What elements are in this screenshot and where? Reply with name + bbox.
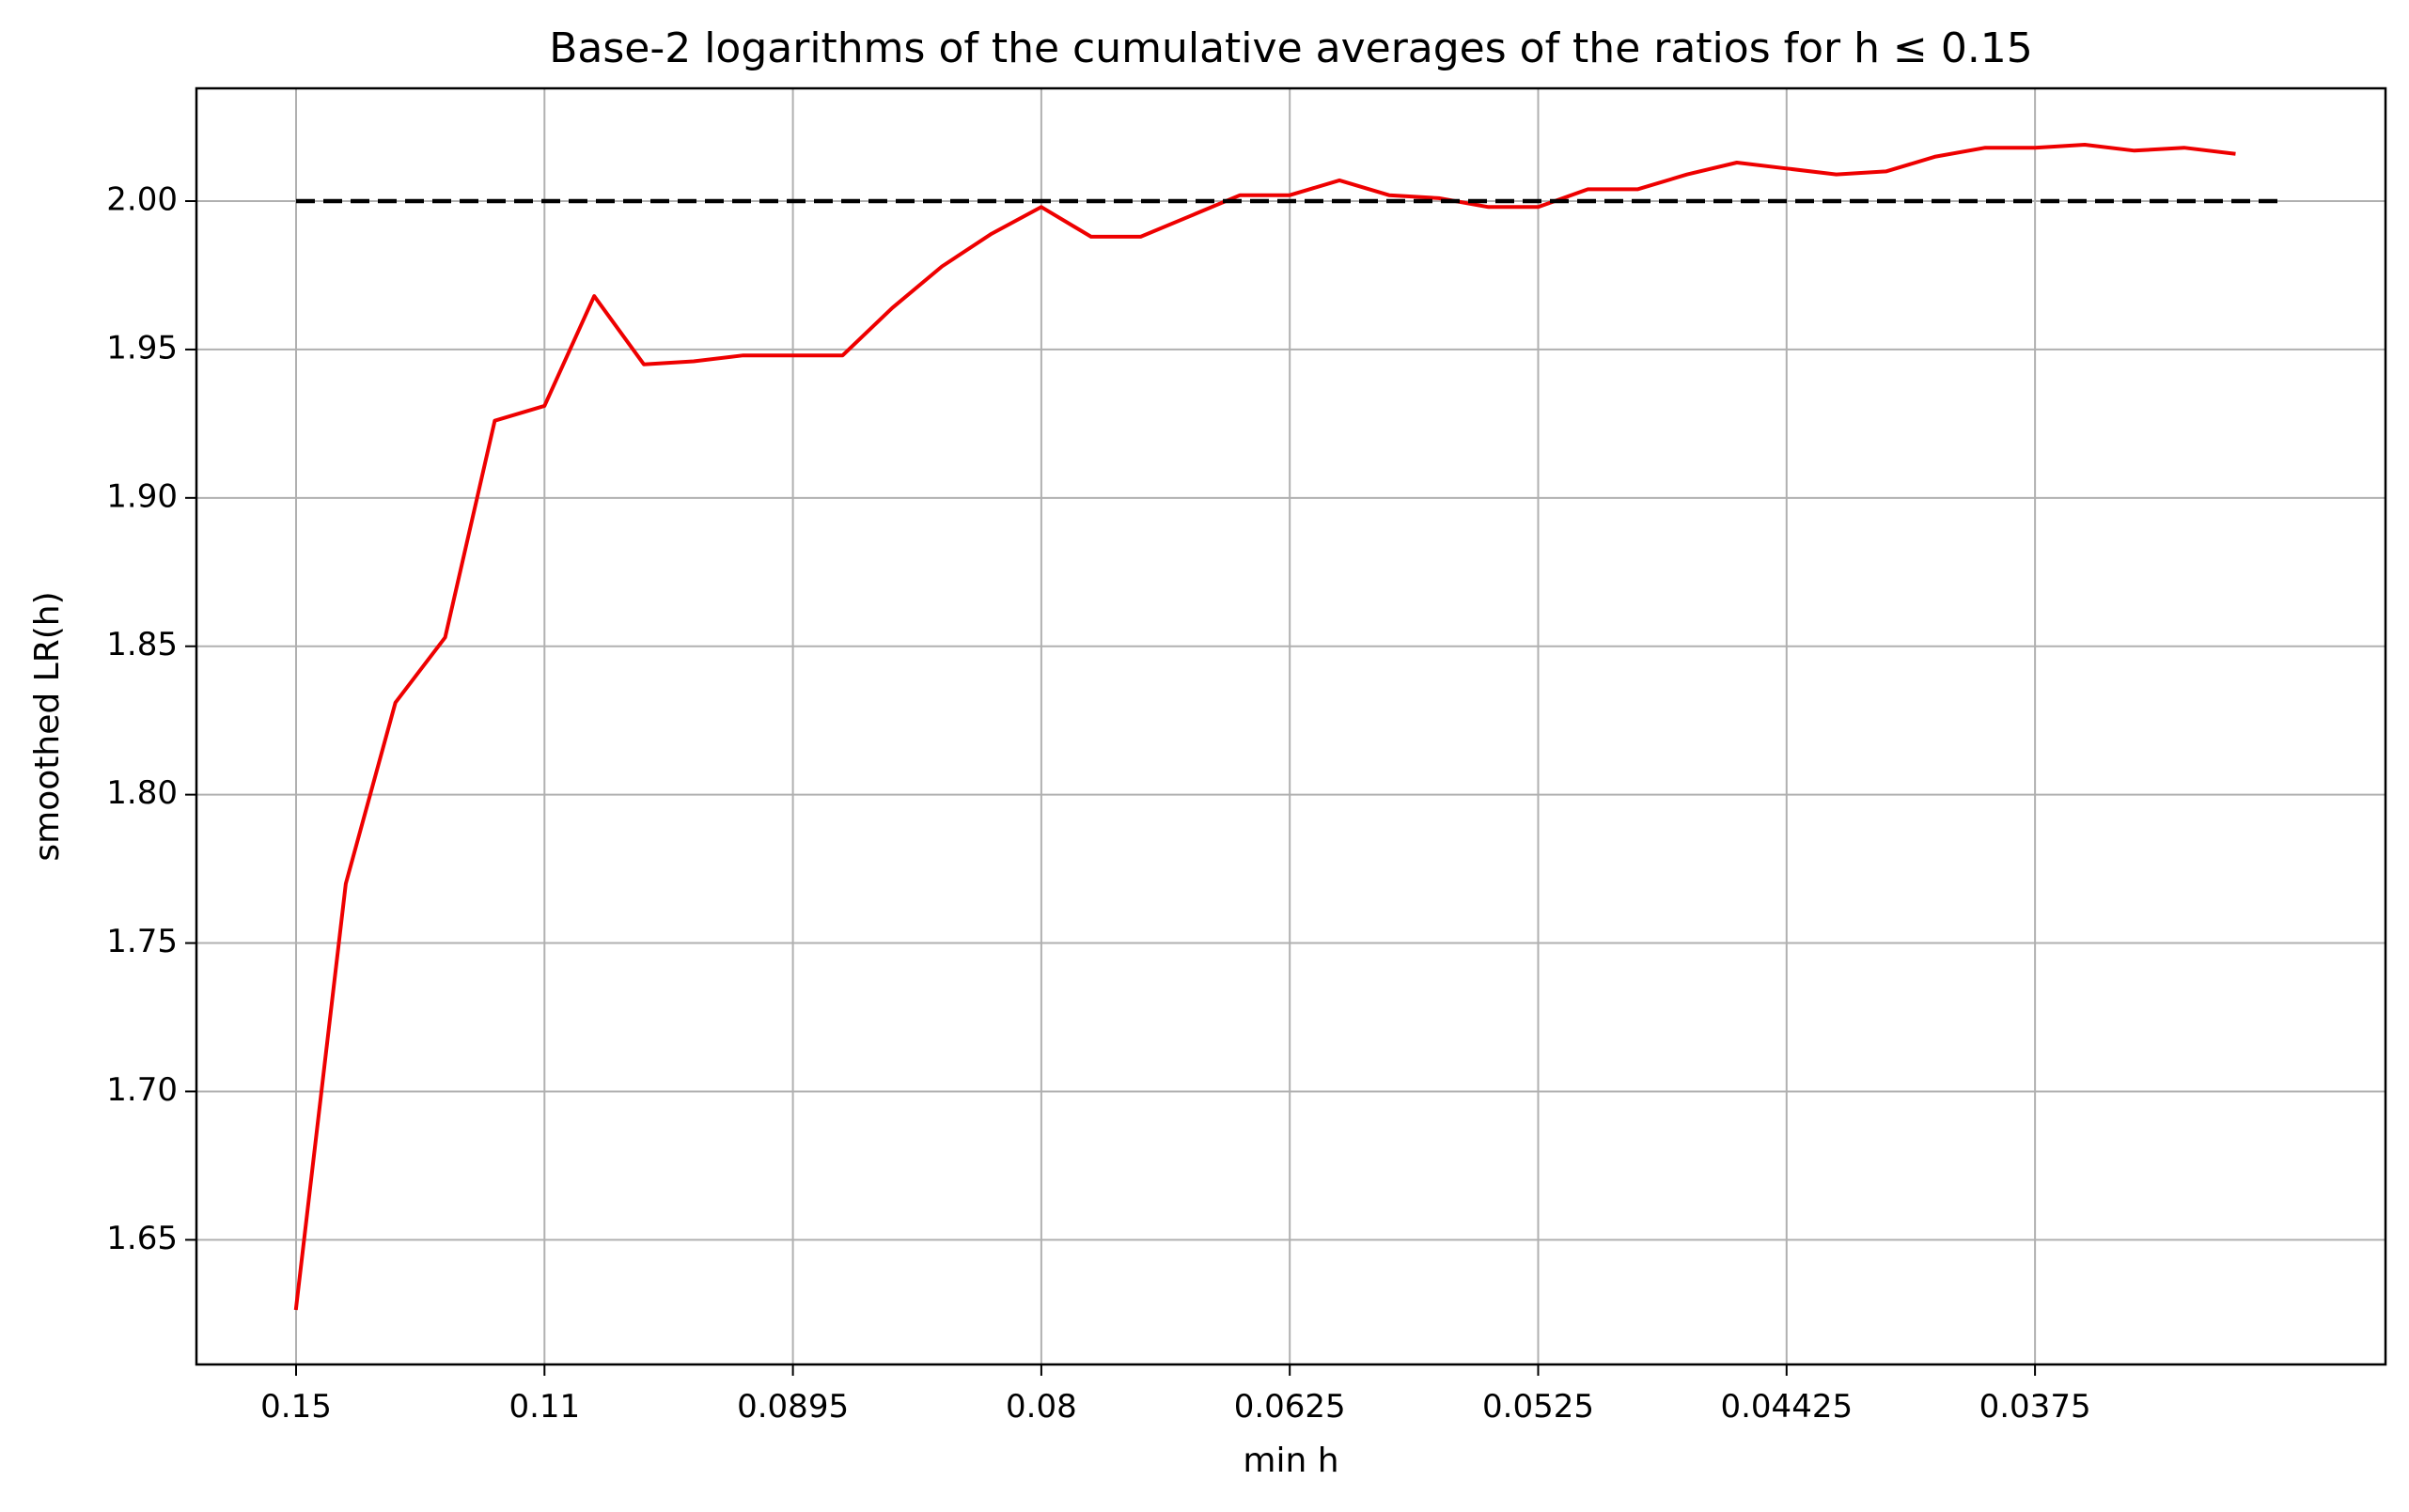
x-tick-label: 0.08 xyxy=(1006,1388,1077,1426)
x-tick-label: 0.11 xyxy=(508,1388,580,1426)
x-tick-label: 0.0895 xyxy=(737,1388,849,1426)
y-tick-label: 1.95 xyxy=(106,329,178,366)
x-axis-label: min h xyxy=(1243,1442,1338,1480)
plot-frame xyxy=(195,86,2387,1366)
series-lines xyxy=(293,143,2279,1311)
y-axis-label: smoothed LR(h) xyxy=(28,591,67,861)
y-tick-label: 1.85 xyxy=(106,626,178,663)
x-tick-label: 0.0625 xyxy=(1234,1388,1346,1426)
y-tick-label: 2.00 xyxy=(106,181,178,219)
y-tick-label: 1.70 xyxy=(106,1071,178,1109)
smoothed-lr-series-line xyxy=(293,143,2236,1311)
y-tick-label: 1.80 xyxy=(106,774,178,812)
chart-title: Base-2 logarithms of the cumulative aver… xyxy=(549,24,2033,72)
x-tick-label: 0.0375 xyxy=(1979,1388,2091,1426)
y-tick-label: 1.75 xyxy=(106,923,178,960)
y-tick-label: 1.90 xyxy=(106,477,178,515)
x-tick-label: 0.04425 xyxy=(1720,1388,1853,1426)
axis-ticks: 1.65 1.70 1.75 1.80 1.85 1.90 1.95 2.00 0.15 0.11… xyxy=(106,181,2090,1426)
x-tick-label: 0.15 xyxy=(260,1388,332,1426)
y-tick-label: 1.65 xyxy=(106,1220,178,1257)
x-tick-label: 0.0525 xyxy=(1482,1388,1594,1426)
grid-lines xyxy=(196,88,2386,1364)
